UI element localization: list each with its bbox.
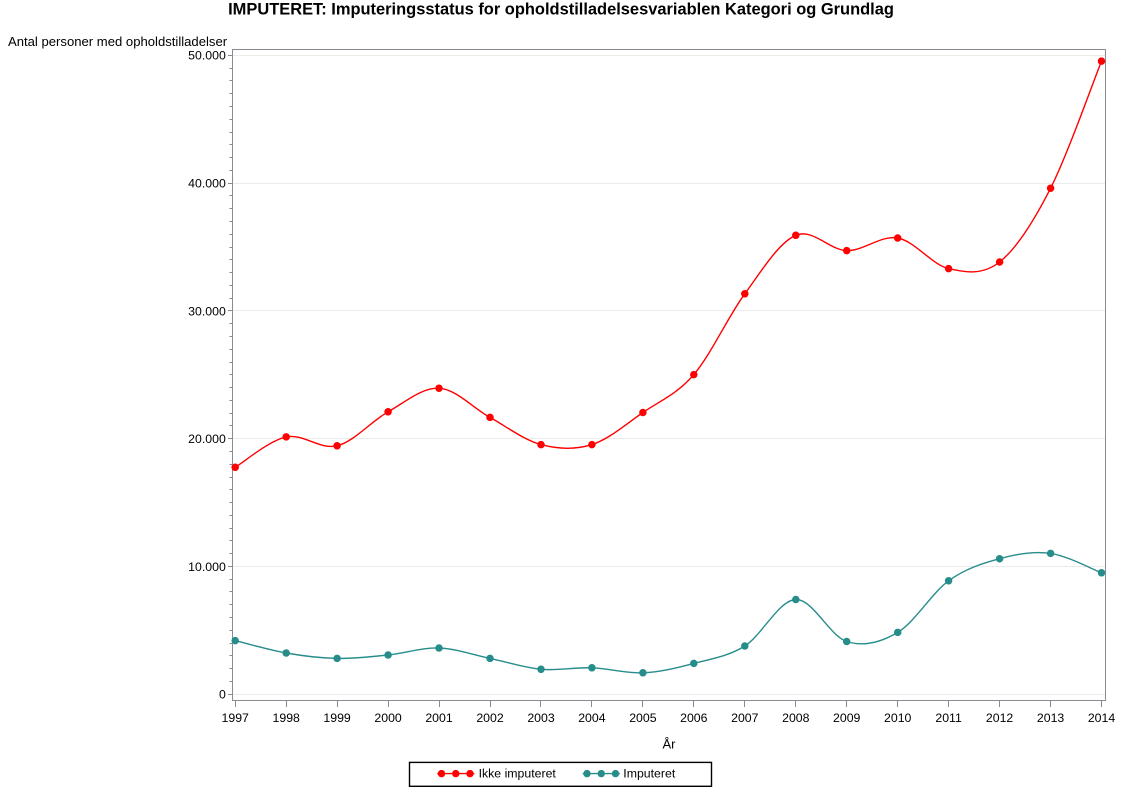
svg-text:30.000: 30.000 xyxy=(188,304,226,318)
svg-text:2013: 2013 xyxy=(1037,711,1065,725)
svg-text:1997: 1997 xyxy=(222,711,250,725)
svg-text:2012: 2012 xyxy=(986,711,1014,725)
svg-text:2006: 2006 xyxy=(680,711,708,725)
svg-text:50.000: 50.000 xyxy=(188,49,226,63)
svg-text:År: År xyxy=(663,736,677,751)
svg-text:2000: 2000 xyxy=(374,711,402,725)
svg-text:2010: 2010 xyxy=(884,711,912,725)
svg-text:Ikke imputeret: Ikke imputeret xyxy=(479,766,557,780)
svg-text:40.000: 40.000 xyxy=(188,177,226,191)
svg-text:2001: 2001 xyxy=(425,711,453,725)
svg-text:1999: 1999 xyxy=(323,711,351,725)
svg-text:2003: 2003 xyxy=(527,711,555,725)
svg-text:2008: 2008 xyxy=(782,711,810,725)
svg-text:1998: 1998 xyxy=(273,711,301,725)
svg-text:2014: 2014 xyxy=(1088,711,1116,725)
svg-text:2005: 2005 xyxy=(629,711,657,725)
svg-text:2004: 2004 xyxy=(578,711,606,725)
svg-text:2011: 2011 xyxy=(935,711,962,725)
svg-text:Antal personer med opholdstill: Antal personer med opholdstilladelser xyxy=(8,34,228,49)
svg-text:0: 0 xyxy=(219,688,226,702)
svg-text:IMPUTERET: Imputeringsstatus f: IMPUTERET: Imputeringsstatus for opholds… xyxy=(228,1,894,19)
svg-text:2009: 2009 xyxy=(833,711,861,725)
svg-text:2007: 2007 xyxy=(731,711,759,725)
svg-text:20.000: 20.000 xyxy=(188,432,226,446)
svg-text:10.000: 10.000 xyxy=(188,560,226,574)
svg-text:2002: 2002 xyxy=(476,711,504,725)
svg-text:Imputeret: Imputeret xyxy=(623,766,676,780)
